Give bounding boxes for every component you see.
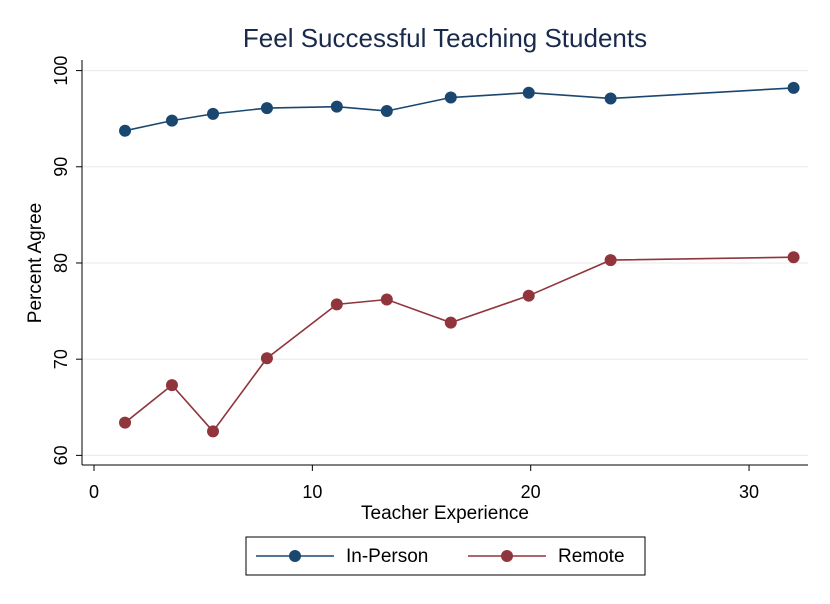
data-point <box>119 416 132 429</box>
data-point <box>207 425 220 438</box>
data-point <box>330 298 343 311</box>
legend-marker <box>289 550 301 562</box>
data-point <box>119 124 132 137</box>
x-axis-label: Teacher Experience <box>361 503 529 524</box>
y-axis-label: Percent Agree <box>25 203 46 323</box>
data-point <box>207 107 220 120</box>
data-point <box>787 81 800 94</box>
data-point <box>165 114 178 127</box>
data-point <box>380 104 393 117</box>
data-point <box>604 254 617 267</box>
data-point <box>165 379 178 392</box>
legend-label: Remote <box>558 546 625 567</box>
y-tick-label: 80 <box>51 253 71 273</box>
y-tick-label: 60 <box>51 445 71 465</box>
data-point <box>522 289 535 302</box>
legend-label: In-Person <box>346 546 428 567</box>
data-point <box>330 100 343 113</box>
data-point <box>444 91 457 104</box>
y-tick-label: 100 <box>51 56 71 86</box>
x-tick-label: 30 <box>739 482 759 502</box>
series-line <box>124 256 794 433</box>
x-tick-label: 20 <box>521 482 541 502</box>
y-tick-label: 70 <box>51 349 71 369</box>
data-point <box>522 86 535 99</box>
data-point <box>260 102 273 115</box>
x-tick-label: 0 <box>89 482 99 502</box>
data-point <box>260 352 273 365</box>
data-point <box>787 251 800 264</box>
chart-title: Feel Successful Teaching Students <box>243 23 647 53</box>
data-point <box>380 293 393 306</box>
series-line <box>124 87 794 132</box>
legend-marker <box>501 550 513 562</box>
y-tick-label: 90 <box>51 157 71 177</box>
x-tick-label: 10 <box>302 482 322 502</box>
data-point <box>444 316 457 329</box>
data-point <box>604 92 617 105</box>
